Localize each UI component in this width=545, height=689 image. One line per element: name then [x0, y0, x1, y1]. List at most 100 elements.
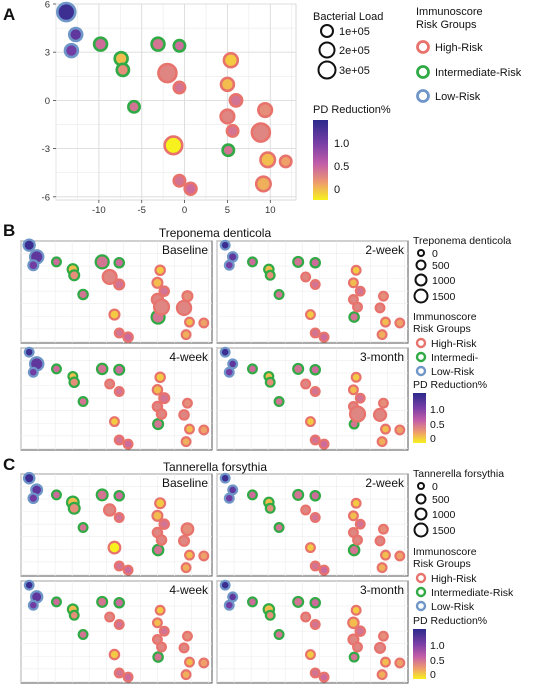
data-point-high-risk — [347, 616, 360, 630]
legend-b-size-title: Treponema denticola — [413, 235, 511, 247]
data-point-inter-risk — [152, 651, 164, 663]
data-point-high-risk — [151, 509, 164, 522]
data-point-high-risk — [154, 264, 166, 277]
panel-b-facet-2: 4-week — [20, 346, 213, 451]
legend-a-group-label-low: Low-Risk — [435, 91, 481, 103]
legend-a-size-title: Bacterial Load — [313, 11, 383, 23]
panel-c-facet-3: 3-month — [216, 579, 409, 684]
panel-a-frame — [55, 3, 297, 201]
data-point-inter-risk — [348, 651, 360, 663]
panel-c-facet-label: 2-week — [365, 476, 405, 490]
panel-b-facet-label: Baseline — [162, 243, 208, 257]
y-tick-label: 0 — [45, 96, 50, 107]
y-tick-label: -3 — [42, 144, 50, 155]
data-point-high-risk — [318, 438, 330, 450]
panel-b-facet-3: 3-month — [216, 346, 409, 451]
data-point-inter-risk — [247, 596, 258, 608]
data-point-inter-risk — [264, 609, 276, 621]
panel-b-plots: Baseline 2-week 4-week 3-month — [20, 238, 409, 451]
data-point-high-risk — [219, 108, 236, 125]
legend-a-groups: Immunoscore Risk Groups High-Risk Interm… — [416, 6, 522, 103]
data-point-high-risk — [354, 392, 366, 404]
legend-c-size-circle-3 — [414, 507, 428, 521]
data-point-high-risk — [380, 423, 391, 435]
data-point-inter-risk — [77, 288, 89, 301]
data-point-high-risk — [151, 276, 164, 289]
data-point-high-risk — [300, 504, 312, 516]
data-point-inter-risk — [113, 256, 126, 269]
data-point-high-risk — [394, 317, 406, 329]
y-tick-label: 6 — [45, 0, 50, 11]
data-point-high-risk — [350, 371, 362, 383]
data-point-high-risk — [155, 534, 168, 546]
data-point-inter-risk — [264, 269, 276, 281]
legend-b-group-title-2: Risk Groups — [413, 323, 471, 335]
legend-c-size-title: Tannerella forsythia — [413, 468, 504, 480]
panel-c-facet-label: 4-week — [169, 583, 209, 597]
data-point-high-risk — [113, 327, 125, 339]
data-point-high-risk — [175, 299, 193, 317]
panel-c-facet-1: 2-week — [216, 472, 409, 577]
legend-a-size-label-1: 1e+05 — [339, 26, 370, 38]
panel-b-facet-label: 4-week — [169, 350, 209, 364]
data-point-inter-risk — [68, 376, 80, 389]
legend-c-size-circle-1 — [417, 482, 425, 490]
data-point-high-risk — [102, 503, 117, 517]
legend-b-group-swatch-inter — [415, 351, 427, 363]
data-point-high-risk — [108, 416, 120, 428]
panel-b-facet-0: Baseline — [20, 238, 213, 344]
data-point-high-risk — [154, 497, 167, 510]
data-point-high-risk — [350, 264, 362, 276]
data-point-high-risk — [122, 671, 134, 683]
data-point-inter-risk — [247, 363, 258, 375]
data-point-high-risk — [309, 667, 321, 679]
data-point-high-risk — [104, 378, 116, 390]
data-point-inter-risk — [264, 376, 276, 388]
legend-a-group-label-inter: Intermediate-Risk — [435, 67, 522, 79]
legend-a-size-circle-2 — [318, 41, 336, 59]
data-point-inter-risk — [51, 596, 62, 608]
data-point-inter-risk — [113, 489, 126, 502]
data-point-inter-risk — [151, 543, 165, 557]
data-point-high-risk — [304, 309, 316, 321]
data-point-inter-risk — [113, 363, 126, 376]
legend-c-group-label-inter: Intermediate-Risk — [431, 587, 514, 599]
data-point-high-risk — [180, 522, 195, 537]
panel-label-b: B — [3, 221, 15, 240]
data-point-low-risk — [67, 26, 84, 43]
legend-b-size: Treponema denticola 0 500 1000 1500 — [413, 235, 511, 304]
data-point-high-risk — [184, 316, 195, 328]
data-point-high-risk — [180, 436, 192, 448]
y-tick-label: 3 — [45, 48, 50, 59]
data-point-high-risk — [172, 173, 187, 188]
data-point-high-risk — [309, 434, 321, 446]
x-tick-label: -5 — [137, 205, 145, 216]
data-point-inter-risk — [51, 256, 62, 268]
legend-a-group-title-1: Immunoscore — [416, 6, 483, 18]
legend-b-color-tick-1: 1.0 — [430, 404, 445, 416]
data-point-high-risk — [184, 549, 195, 561]
data-point-high-risk — [178, 409, 190, 421]
data-point-high-risk — [181, 397, 193, 409]
legend-c-group-title-1: Immunoscore — [413, 546, 477, 558]
data-point-high-risk — [376, 562, 388, 574]
legend-c-size-label-2: 500 — [432, 494, 450, 506]
legend-c-colorbar-bar — [413, 629, 426, 679]
data-point-high-risk — [376, 436, 388, 448]
data-point-high-risk — [304, 649, 316, 661]
legend-b-size-circle-3 — [414, 273, 428, 287]
data-point-inter-risk — [77, 629, 89, 640]
data-point-inter-risk — [115, 62, 131, 78]
legend-a-group-swatch-inter — [416, 65, 430, 79]
legend-b-group-title-1: Immunoscore — [413, 311, 477, 323]
y-tick-label: -6 — [42, 192, 50, 203]
legend-a-colorbar-bar — [313, 120, 328, 200]
data-point-high-risk — [122, 564, 134, 576]
data-point-inter-risk — [292, 255, 305, 268]
data-point-inter-risk — [150, 36, 166, 52]
data-point-inter-risk — [273, 289, 285, 300]
data-point-high-risk — [184, 423, 195, 435]
data-point-high-risk — [354, 285, 366, 297]
data-point-inter-risk — [172, 38, 187, 53]
data-point-inter-risk — [68, 269, 81, 282]
